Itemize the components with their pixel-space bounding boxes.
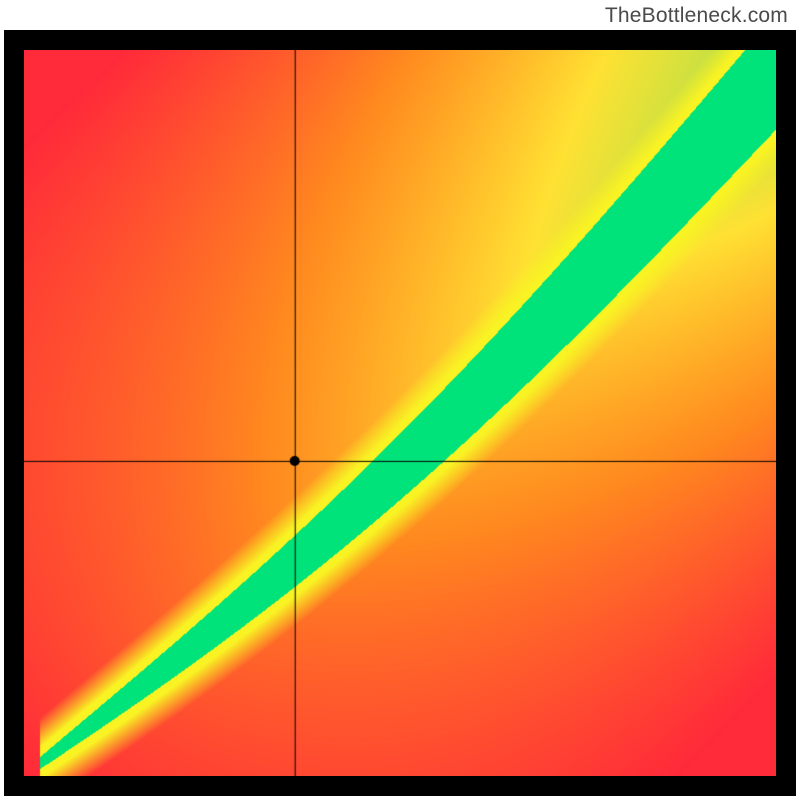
plot-black-frame [4,30,796,796]
heatmap-canvas [24,50,776,776]
chart-wrapper: TheBottleneck.com [0,0,800,800]
watermark-text: TheBottleneck.com [605,4,788,28]
